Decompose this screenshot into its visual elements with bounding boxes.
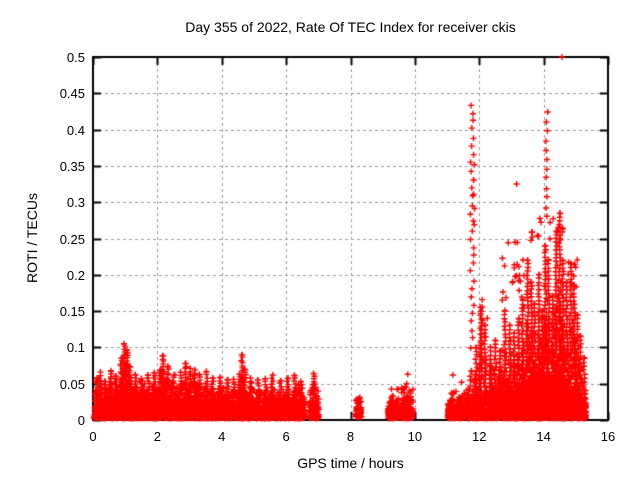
y-tick-label: 0.15 — [59, 304, 85, 320]
x-tick-label: 12 — [472, 429, 487, 444]
x-tick-label: 6 — [282, 429, 290, 444]
x-tick-label: 0 — [89, 429, 97, 444]
x-tick-label: 8 — [346, 429, 355, 444]
x-axis-label: GPS time / hours — [297, 455, 404, 471]
y-tick-label: 0.25 — [59, 231, 85, 247]
y-tick-label: 0 — [77, 413, 85, 428]
x-tick-label: 2 — [153, 429, 161, 444]
y-tick-label: 0.3 — [66, 195, 85, 211]
chart-title: Day 355 of 2022, Rate Of TEC Index for r… — [185, 19, 516, 35]
x-tick-label: 4 — [218, 429, 226, 444]
y-tick-label: 0.35 — [59, 158, 85, 174]
y-tick-label: 0.45 — [59, 86, 85, 102]
y-tick-label: 0.4 — [66, 122, 85, 138]
y-tick-label: 0.1 — [66, 340, 85, 356]
y-tick-label: 0.2 — [66, 267, 85, 283]
x-tick-label: 10 — [407, 429, 423, 444]
y-tick-label: 0.5 — [66, 50, 85, 65]
x-tick-label: 14 — [536, 429, 551, 444]
x-tick-label: 16 — [600, 429, 616, 444]
y-tick-label: 0.05 — [59, 376, 85, 392]
